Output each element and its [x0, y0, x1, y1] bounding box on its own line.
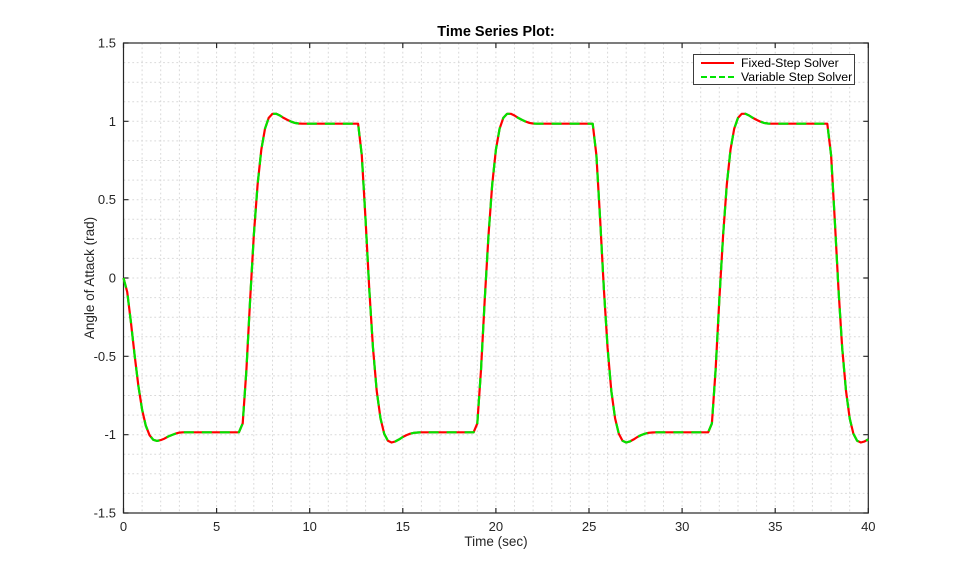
- y-axis-label: Angle of Attack (rad): [82, 217, 97, 339]
- chart-title: Time Series Plot:: [437, 24, 554, 40]
- x-tick-label: 30: [675, 519, 689, 534]
- y-tick-label: 0.5: [98, 192, 116, 207]
- legend-label: Variable Step Solver: [741, 70, 853, 84]
- tick-marks: [122, 42, 869, 514]
- legend-label: Fixed-Step Solver: [741, 56, 839, 70]
- legend-line-sample-solid: [701, 62, 734, 64]
- x-tick-label: 15: [396, 519, 410, 534]
- y-tick-label: -0.5: [94, 349, 116, 364]
- x-tick-label: 25: [582, 519, 596, 534]
- legend-box: Fixed-Step Solver Variable Step Solver: [693, 54, 855, 85]
- y-tick-label: -1.5: [94, 506, 116, 521]
- y-tick-label: 0: [109, 271, 116, 286]
- x-tick-label: 20: [489, 519, 503, 534]
- series-variable-line: [122, 112, 869, 444]
- legend-line-sample-dashed: [701, 76, 734, 78]
- y-tick-label: 1.5: [98, 36, 116, 51]
- x-tick-label: 35: [768, 519, 782, 534]
- x-axis-label: Time (sec): [464, 534, 527, 549]
- legend-entry-variable: Variable Step Solver: [701, 70, 853, 84]
- y-tick-label: 1: [109, 114, 116, 129]
- x-tick-label: 0: [120, 519, 127, 534]
- x-tick-label: 40: [861, 519, 875, 534]
- grid-minor: [123, 43, 869, 513]
- x-tick-label: 10: [302, 519, 316, 534]
- y-tick-label: -1: [104, 427, 116, 442]
- x-tick-label: 5: [213, 519, 220, 534]
- legend-entry-fixed: Fixed-Step Solver: [701, 56, 850, 70]
